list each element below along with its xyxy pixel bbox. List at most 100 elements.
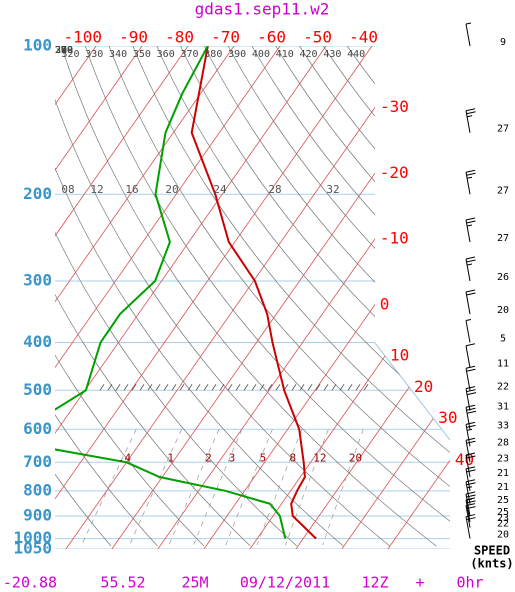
pressure-label: 100: [23, 36, 52, 55]
upper-label: 08: [61, 183, 74, 196]
barb-flag: [466, 368, 476, 372]
barb-flag: [465, 343, 476, 347]
barb-staff: [465, 499, 471, 522]
adiabat-label: 350: [133, 49, 151, 60]
hatch: [211, 384, 217, 391]
dry-adiabat: [156, 46, 450, 547]
isotherm: [55, 46, 281, 549]
barb-staff: [465, 345, 471, 368]
barb-flag: [465, 256, 476, 260]
barb-flag: [466, 392, 477, 396]
wind-speed: 22: [497, 519, 509, 530]
adiabat-label: 300: [55, 45, 73, 56]
pressure-label: 700: [23, 452, 52, 471]
isotherm: [55, 46, 327, 549]
pressure-label: 800: [23, 480, 52, 499]
hatch: [267, 384, 273, 391]
barb-flag: [465, 503, 476, 507]
dry-adiabat: [55, 46, 158, 547]
barb-flag: [466, 500, 476, 504]
barb-staff: [465, 368, 471, 391]
pressure-label: 300: [23, 271, 52, 290]
dry-adiabat: [55, 46, 344, 547]
hatch: [339, 384, 345, 391]
barb-staff: [465, 481, 471, 504]
hatch: [347, 384, 353, 391]
hatch: [331, 384, 337, 391]
footer-text: +: [415, 574, 424, 592]
barb-flag: [466, 469, 476, 473]
wind-speed: 23: [497, 513, 509, 524]
footer-text: -20.88: [3, 574, 57, 592]
isotherm: [55, 46, 235, 549]
pressure-label: 900: [23, 506, 52, 525]
dry-adiabat: [84, 46, 450, 547]
wind-speed: 22: [497, 381, 509, 392]
barb-staff: [465, 258, 471, 282]
hatch: [355, 384, 361, 391]
dry-adiabat: [132, 46, 450, 547]
barb-flag: [465, 491, 476, 495]
pressure-label: 500: [23, 380, 52, 399]
adiabat-label: 310: [55, 45, 73, 56]
wind-speed: 20: [497, 305, 509, 316]
wind-speed: 26: [497, 272, 509, 283]
adiabat-label: 360: [157, 49, 175, 60]
barb-half: [466, 263, 473, 266]
hatch: [187, 384, 193, 391]
barb-half: [466, 428, 473, 431]
isotherm-label: -50: [303, 28, 332, 47]
hatch: [131, 384, 137, 391]
isotherm: [55, 46, 189, 549]
adiabat-label: 370: [180, 49, 198, 60]
barb-flag: [466, 517, 476, 521]
barb-flag: [466, 407, 476, 411]
footer-text: 12Z: [361, 574, 388, 592]
isotherm: [55, 46, 143, 549]
barb-flag: [465, 466, 476, 470]
barb-staff: [465, 110, 471, 133]
barb-flag: [466, 389, 476, 393]
hatch: [251, 384, 257, 391]
dry-adiabat: [55, 46, 205, 547]
wind-speed: 21: [497, 468, 509, 479]
isotherm-label: -70: [211, 28, 240, 47]
barb-flag: [466, 259, 476, 263]
adiabat-label: 420: [300, 49, 318, 60]
adiabat-label: 280: [55, 45, 73, 56]
wind-speed: 21: [497, 482, 509, 493]
hatch: [115, 384, 121, 391]
barb-flag: [465, 404, 476, 408]
pressure-label: 1000: [13, 528, 52, 547]
isotherm-label: 10: [390, 346, 409, 365]
wind-speed: 5: [500, 334, 506, 345]
isotherm-label: 0: [380, 295, 390, 314]
pressure-label: 1050: [13, 539, 52, 558]
barb-flag: [465, 452, 476, 456]
mixing-ratio-line: [81, 429, 137, 546]
isotherm-label: -100: [63, 28, 102, 47]
wind-speed: 27: [497, 124, 509, 135]
wind-speed: 31: [497, 402, 509, 413]
dry-adiabat: [55, 46, 391, 547]
dry-adiabat: [108, 46, 450, 547]
upper-label: 12: [90, 183, 103, 196]
adiabat-label: 250: [55, 45, 73, 56]
barb-flag: [465, 217, 476, 221]
barb-staff: [465, 172, 471, 195]
mixing-ratio-line: [168, 429, 220, 546]
barb-half: [466, 224, 473, 227]
isotherm-label: -40: [349, 28, 378, 47]
isotherm-label: 20: [414, 377, 433, 396]
hatch: [203, 384, 209, 391]
wind-speed: 33: [497, 420, 509, 431]
dry-adiabat: [55, 46, 251, 547]
adiabat-label: 320: [61, 49, 79, 60]
mixing-ratio-label: .4: [118, 451, 132, 464]
barb-flag: [465, 421, 476, 425]
barb-staff: [465, 320, 471, 343]
barb-flag: [465, 386, 476, 390]
hatch: [307, 384, 313, 391]
mixing-ratio-line: [256, 429, 303, 546]
